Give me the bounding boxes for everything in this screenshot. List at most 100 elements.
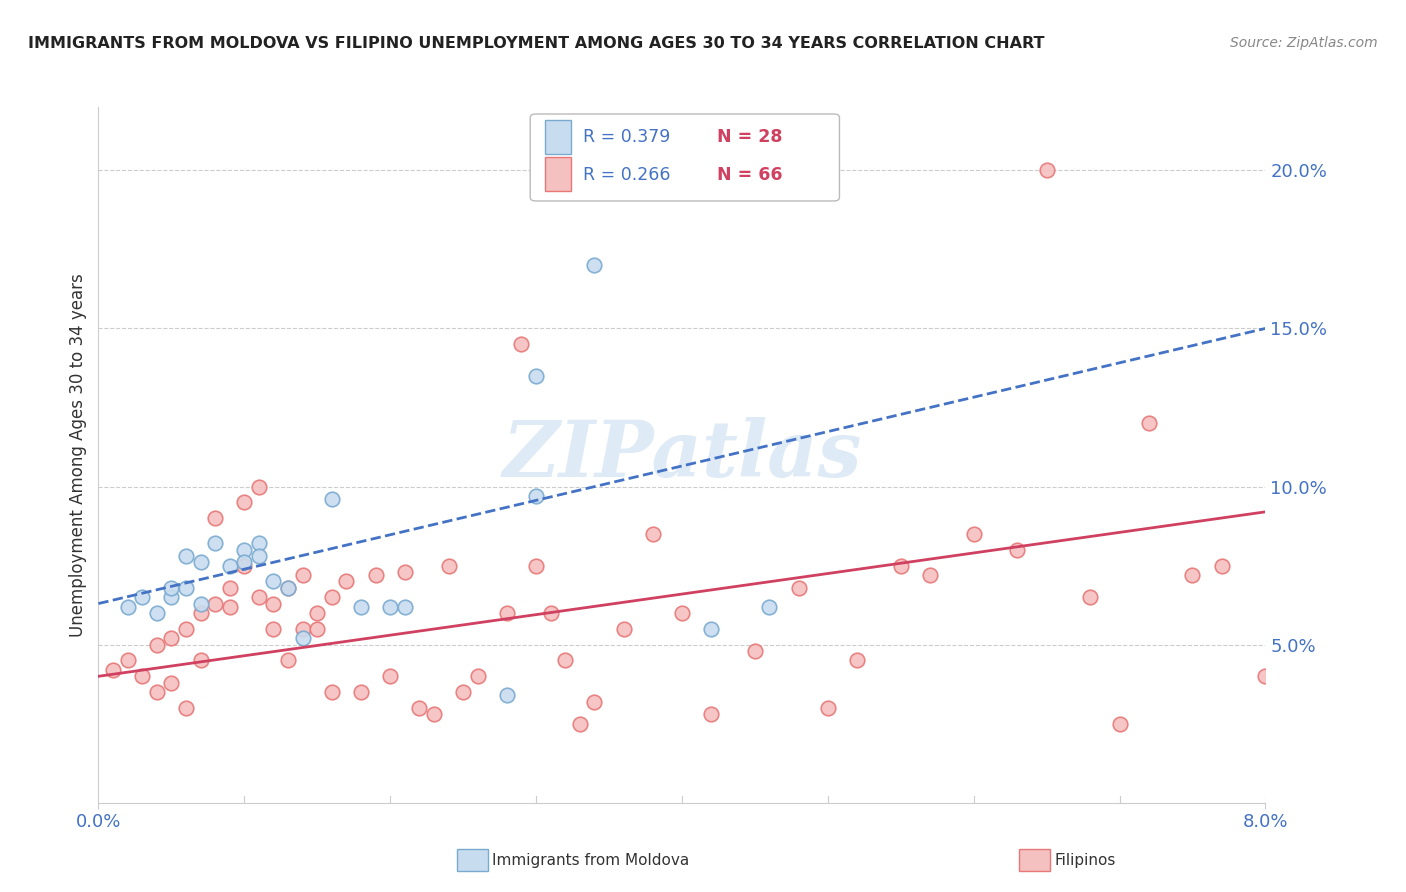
Point [568,716,591,731]
Point [554,653,576,667]
Text: Filipinos: Filipinos [1054,854,1116,868]
Text: N = 66: N = 66 [717,166,782,184]
Point [918,568,941,582]
Point [190,653,212,667]
Point [524,558,547,573]
FancyBboxPatch shape [546,157,571,191]
Point [233,495,256,509]
Point [1007,542,1029,557]
Point [845,653,868,667]
Point [174,622,197,636]
Point [496,688,519,702]
Point [641,527,664,541]
Point [146,606,169,620]
Point [423,707,446,722]
FancyBboxPatch shape [546,120,571,153]
Point [350,599,373,614]
Point [510,337,533,351]
Point [247,549,270,563]
Point [380,669,402,683]
Point [1108,716,1130,731]
FancyBboxPatch shape [530,114,839,201]
Point [218,599,240,614]
Text: N = 28: N = 28 [717,128,782,146]
Point [262,574,284,589]
Point [117,599,139,614]
Point [890,558,912,573]
Point [174,549,197,563]
Point [291,632,314,646]
Point [467,669,489,683]
Text: R = 0.379: R = 0.379 [582,128,671,146]
Point [787,581,810,595]
Point [437,558,460,573]
Point [131,669,153,683]
Point [190,597,212,611]
Text: IMMIGRANTS FROM MOLDOVA VS FILIPINO UNEMPLOYMENT AMONG AGES 30 TO 34 YEARS CORRE: IMMIGRANTS FROM MOLDOVA VS FILIPINO UNEM… [28,36,1045,51]
Point [233,542,256,557]
Point [247,479,270,493]
Point [583,695,606,709]
Point [101,663,124,677]
Point [291,622,314,636]
Point [262,622,284,636]
Point [451,685,474,699]
Point [671,606,693,620]
Point [1254,669,1277,683]
Point [247,536,270,550]
Point [962,527,984,541]
Point [700,622,723,636]
Point [233,556,256,570]
Point [1211,558,1233,573]
Point [291,568,314,582]
Point [262,597,284,611]
Point [408,701,430,715]
Point [1080,591,1102,605]
Point [204,536,226,550]
Point [160,675,183,690]
Point [307,606,329,620]
Point [174,581,197,595]
Point [817,701,839,715]
Point [1284,505,1306,519]
Point [131,591,153,605]
Point [380,599,402,614]
Text: Immigrants from Moldova: Immigrants from Moldova [492,854,689,868]
Point [350,685,373,699]
Y-axis label: Unemployment Among Ages 30 to 34 years: Unemployment Among Ages 30 to 34 years [69,273,87,637]
Point [394,565,416,579]
Text: Source: ZipAtlas.com: Source: ZipAtlas.com [1230,36,1378,50]
Point [524,368,547,383]
Point [218,558,240,573]
Point [218,581,240,595]
Point [247,591,270,605]
Point [204,511,226,525]
Text: R = 0.266: R = 0.266 [582,166,671,184]
Point [277,653,299,667]
Point [700,707,723,722]
Point [744,644,766,658]
Point [612,622,634,636]
Point [117,653,139,667]
Point [146,685,169,699]
Point [1035,163,1057,178]
Point [160,632,183,646]
Point [321,685,343,699]
Point [540,606,562,620]
Point [394,599,416,614]
Point [1181,568,1204,582]
Text: ZIPatlas: ZIPatlas [502,417,862,493]
Point [321,492,343,507]
Point [160,581,183,595]
Point [307,622,329,636]
Point [277,581,299,595]
Point [160,591,183,605]
Point [335,574,357,589]
Point [277,581,299,595]
Point [524,489,547,503]
Point [1137,417,1160,431]
Point [146,638,169,652]
Point [758,599,780,614]
Point [190,606,212,620]
Point [583,258,606,272]
